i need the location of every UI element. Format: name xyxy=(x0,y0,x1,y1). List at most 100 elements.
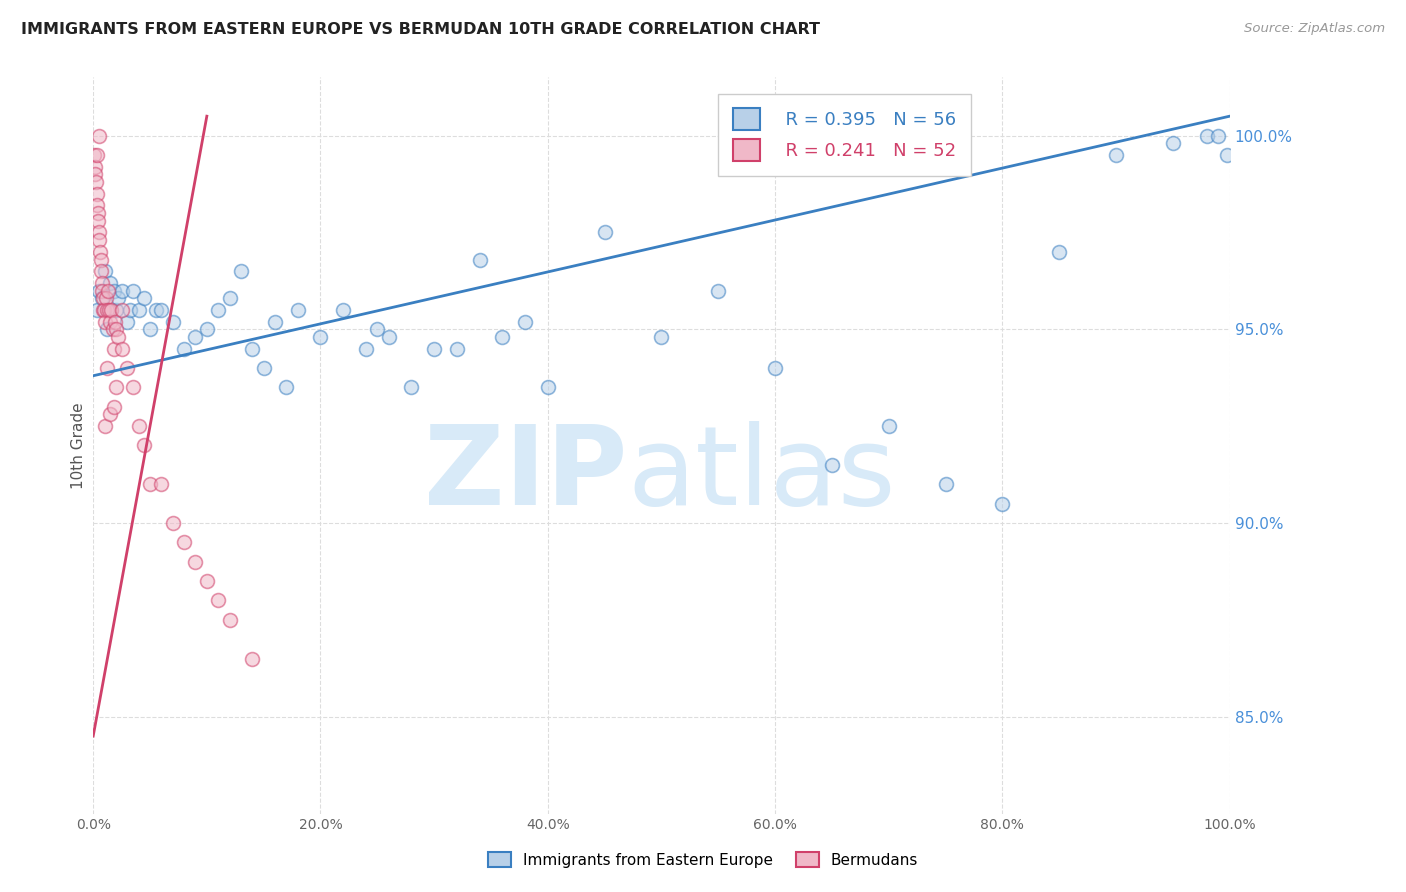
Point xyxy=(103,342,125,356)
Y-axis label: 10th Grade: 10th Grade xyxy=(72,402,86,489)
Point xyxy=(93,302,115,317)
Point xyxy=(91,284,114,298)
Point xyxy=(240,651,263,665)
Point xyxy=(1195,128,1218,143)
Point xyxy=(354,342,377,356)
Point xyxy=(87,284,110,298)
Point xyxy=(110,342,132,356)
Point xyxy=(87,128,110,143)
Point xyxy=(86,302,108,317)
Point xyxy=(309,330,332,344)
Point xyxy=(91,291,114,305)
Point xyxy=(218,291,240,305)
Point xyxy=(401,380,423,394)
Point xyxy=(173,342,195,356)
Point xyxy=(763,361,786,376)
Point xyxy=(96,361,118,376)
Point xyxy=(103,284,125,298)
Point xyxy=(104,322,127,336)
Point xyxy=(134,291,156,305)
Point xyxy=(264,314,287,328)
Point xyxy=(101,322,124,336)
Point xyxy=(195,322,218,336)
Point xyxy=(103,400,125,414)
Point xyxy=(104,314,127,328)
Point xyxy=(184,330,207,344)
Point xyxy=(104,302,127,317)
Point xyxy=(195,574,218,588)
Text: IMMIGRANTS FROM EASTERN EUROPE VS BERMUDAN 10TH GRADE CORRELATION CHART: IMMIGRANTS FROM EASTERN EUROPE VS BERMUD… xyxy=(21,22,820,37)
Point xyxy=(468,252,491,267)
Point xyxy=(87,206,110,220)
Point xyxy=(98,314,121,328)
Point xyxy=(90,264,112,278)
Point xyxy=(87,214,110,228)
Point xyxy=(207,302,229,317)
Point xyxy=(276,380,298,394)
Point xyxy=(184,555,207,569)
Text: atlas: atlas xyxy=(627,421,896,528)
Point xyxy=(89,233,111,247)
Point xyxy=(218,613,240,627)
Point xyxy=(650,330,672,344)
Point xyxy=(83,160,105,174)
Point xyxy=(145,302,167,317)
Point xyxy=(332,302,354,317)
Point xyxy=(93,314,115,328)
Point xyxy=(150,302,173,317)
Point xyxy=(122,380,145,394)
Text: ZIP: ZIP xyxy=(425,421,627,528)
Point xyxy=(134,438,156,452)
Point xyxy=(117,361,139,376)
Point xyxy=(107,291,129,305)
Point xyxy=(446,342,468,356)
Point xyxy=(93,419,115,434)
Point xyxy=(97,284,120,298)
Point xyxy=(128,302,150,317)
Point xyxy=(86,198,108,212)
Point xyxy=(1161,136,1184,151)
Point xyxy=(423,342,446,356)
Point xyxy=(122,284,145,298)
Point xyxy=(90,252,112,267)
Point xyxy=(513,314,536,328)
Point xyxy=(87,226,110,240)
Point xyxy=(1105,148,1128,162)
Point xyxy=(139,477,162,491)
Point xyxy=(110,284,132,298)
Point xyxy=(240,342,263,356)
Legend:   R = 0.395   N = 56,   R = 0.241   N = 52: R = 0.395 N = 56, R = 0.241 N = 52 xyxy=(718,94,970,176)
Point xyxy=(593,226,616,240)
Point xyxy=(1208,128,1230,143)
Text: Source: ZipAtlas.com: Source: ZipAtlas.com xyxy=(1244,22,1385,36)
Point xyxy=(93,302,115,317)
Point xyxy=(366,322,388,336)
Point xyxy=(86,148,108,162)
Point xyxy=(94,291,117,305)
Point xyxy=(86,186,108,201)
Point xyxy=(229,264,252,278)
Point xyxy=(89,244,111,259)
Legend: Immigrants from Eastern Europe, Bermudans: Immigrants from Eastern Europe, Bermudan… xyxy=(475,839,931,880)
Point xyxy=(98,408,121,422)
Point xyxy=(84,175,107,189)
Point xyxy=(93,264,115,278)
Point xyxy=(377,330,399,344)
Point xyxy=(253,361,276,376)
Point xyxy=(117,314,139,328)
Point xyxy=(96,302,118,317)
Point xyxy=(128,419,150,434)
Point xyxy=(821,458,844,472)
Point xyxy=(173,535,195,549)
Point xyxy=(110,302,132,317)
Point xyxy=(98,302,121,317)
Point xyxy=(707,284,730,298)
Point xyxy=(162,314,184,328)
Point xyxy=(935,477,957,491)
Point xyxy=(83,148,105,162)
Point xyxy=(91,291,114,305)
Point xyxy=(98,276,121,290)
Point xyxy=(84,167,107,181)
Point xyxy=(90,276,112,290)
Point xyxy=(118,302,141,317)
